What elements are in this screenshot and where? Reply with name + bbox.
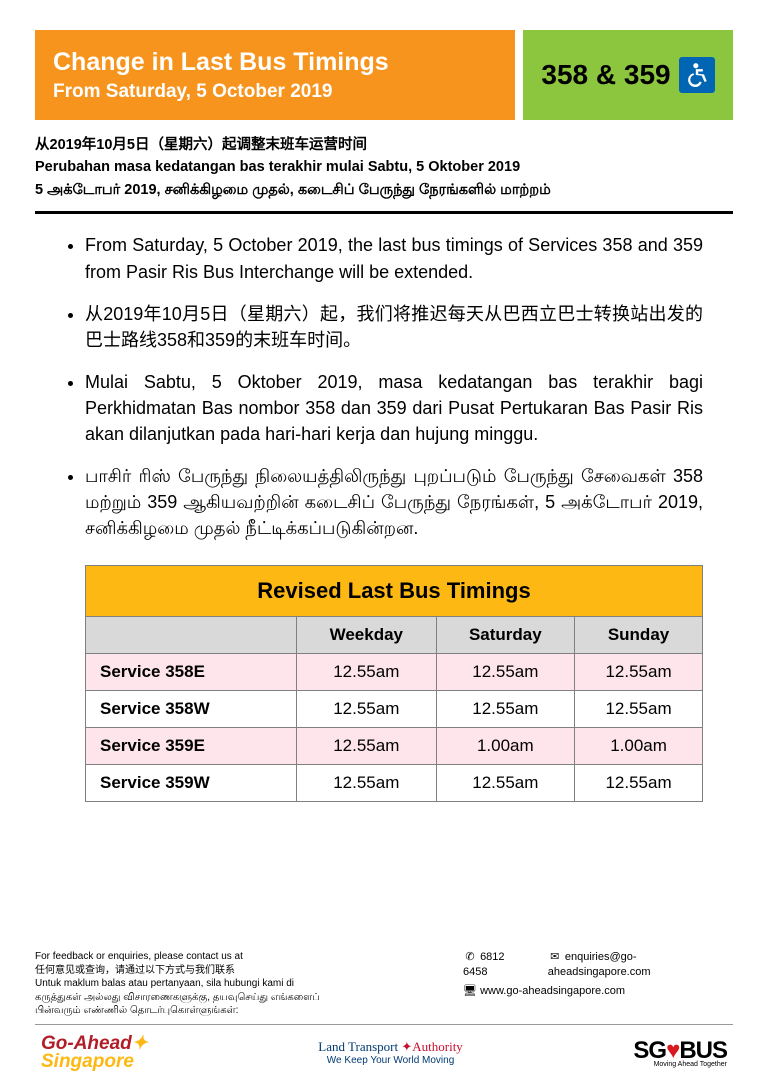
bullet-en: From Saturday, 5 October 2019, the last …: [85, 232, 703, 284]
route-number: 358 & 359: [541, 59, 670, 91]
header-orange: Change in Last Bus Timings From Saturday…: [35, 30, 515, 120]
divider: [35, 211, 733, 214]
cell: 12.55am: [575, 765, 703, 802]
header-row: Change in Last Bus Timings From Saturday…: [35, 30, 733, 120]
row-358w: Service 358W 12.55am 12.55am 12.55am: [86, 691, 703, 728]
header-subtitle: From Saturday, 5 October 2019: [53, 81, 497, 103]
cell: 12.55am: [297, 691, 437, 728]
wheelchair-icon: [679, 57, 715, 93]
contact-line: கருத்துகள் அல்லது விசாரணைகளுக்கு, தயவுசெ…: [35, 991, 463, 1005]
header-route-badge: 358 & 359: [523, 30, 733, 120]
cell: 12.55am: [575, 654, 703, 691]
header-title: Change in Last Bus Timings: [53, 48, 497, 77]
lta-l1b: Authority: [412, 1039, 463, 1054]
cell: 12.55am: [575, 691, 703, 728]
footer-divider: [35, 1024, 733, 1025]
col-sunday: Sunday: [575, 617, 703, 654]
contact-line: 任何意见或查询，请通过以下方式与我们联系: [35, 964, 463, 978]
goahead-l2: Singapore: [41, 1051, 134, 1072]
bullet-ms: Mulai Sabtu, 5 Oktober 2019, masa kedata…: [85, 369, 703, 447]
contact-details: ✆ 6812 6458 ✉ enquiries@go-aheadsingapor…: [463, 950, 733, 1018]
bullet-zh: 从2019年10月5日（星期六）起，我们将推迟每天从巴西立巴士转换站出发的巴士路…: [85, 301, 703, 353]
contact-line: பின்வரும் எண்ணில் தொடர்புகொள்ளுங்கள்:: [35, 1004, 463, 1018]
row-label: Service 359W: [86, 765, 297, 802]
table-title: Revised Last Bus Timings: [86, 566, 703, 617]
cell: 1.00am: [575, 728, 703, 765]
row-359w: Service 359W 12.55am 12.55am 12.55am: [86, 765, 703, 802]
bullet-ta: பாசிர் ரிஸ் பேருந்து நிலையத்திலிருந்து ப…: [85, 463, 703, 541]
timings-table-wrap: Revised Last Bus Timings Weekday Saturda…: [85, 565, 703, 802]
logo-sgbus: SG♥BUS Moving Ahead Together: [633, 1037, 727, 1068]
multilang-subtitles: 从2019年10月5日（星期六）起调整末班车运营时间 Perubahan mas…: [35, 134, 733, 201]
contact-row: For feedback or enquiries, please contac…: [35, 950, 733, 1018]
contact-line: Untuk maklum balas atau pertanyaan, sila…: [35, 977, 463, 991]
cell: 1.00am: [436, 728, 575, 765]
contact-intro: For feedback or enquiries, please contac…: [35, 950, 463, 1018]
logo-goahead: Go-Ahead✦ Singapore: [41, 1035, 148, 1071]
col-saturday: Saturday: [436, 617, 575, 654]
logo-lta: Land Transport ✦Authority We Keep Your W…: [318, 1039, 463, 1066]
subtitle-ta: 5 அக்டோபர் 2019, சனிக்கிழமை முதல், கடைசி…: [35, 179, 733, 201]
bullet-list: From Saturday, 5 October 2019, the last …: [35, 232, 733, 557]
footer: For feedback or enquiries, please contac…: [35, 932, 733, 1071]
cell: 12.55am: [436, 654, 575, 691]
contact-line: For feedback or enquiries, please contac…: [35, 950, 463, 964]
lta-l1a: Land Transport: [318, 1039, 401, 1054]
phone-icon: ✆: [463, 950, 477, 965]
row-label: Service 358W: [86, 691, 297, 728]
timings-table: Revised Last Bus Timings Weekday Saturda…: [85, 565, 703, 802]
cell: 12.55am: [297, 765, 437, 802]
col-weekday: Weekday: [297, 617, 437, 654]
subtitle-zh: 从2019年10月5日（星期六）起调整末班车运营时间: [35, 134, 733, 156]
cell: 12.55am: [297, 728, 437, 765]
cell: 12.55am: [297, 654, 437, 691]
logo-row: Go-Ahead✦ Singapore Land Transport ✦Auth…: [35, 1035, 733, 1071]
col-blank: [86, 617, 297, 654]
subtitle-ms: Perubahan masa kedatangan bas terakhir m…: [35, 156, 733, 178]
web-icon: 🖥: [463, 984, 477, 999]
row-359e: Service 359E 12.55am 1.00am 1.00am: [86, 728, 703, 765]
cell: 12.55am: [436, 765, 575, 802]
row-358e: Service 358E 12.55am 12.55am 12.55am: [86, 654, 703, 691]
email-icon: ✉: [548, 950, 562, 965]
sgbus-tag: Moving Ahead Together: [633, 1061, 727, 1068]
lta-l2: We Keep Your World Moving: [318, 1055, 463, 1066]
email: enquiries@go-aheadsingapore.com: [548, 951, 651, 978]
cell: 12.55am: [436, 691, 575, 728]
row-label: Service 358E: [86, 654, 297, 691]
web: www.go-aheadsingapore.com: [480, 985, 625, 997]
row-label: Service 359E: [86, 728, 297, 765]
